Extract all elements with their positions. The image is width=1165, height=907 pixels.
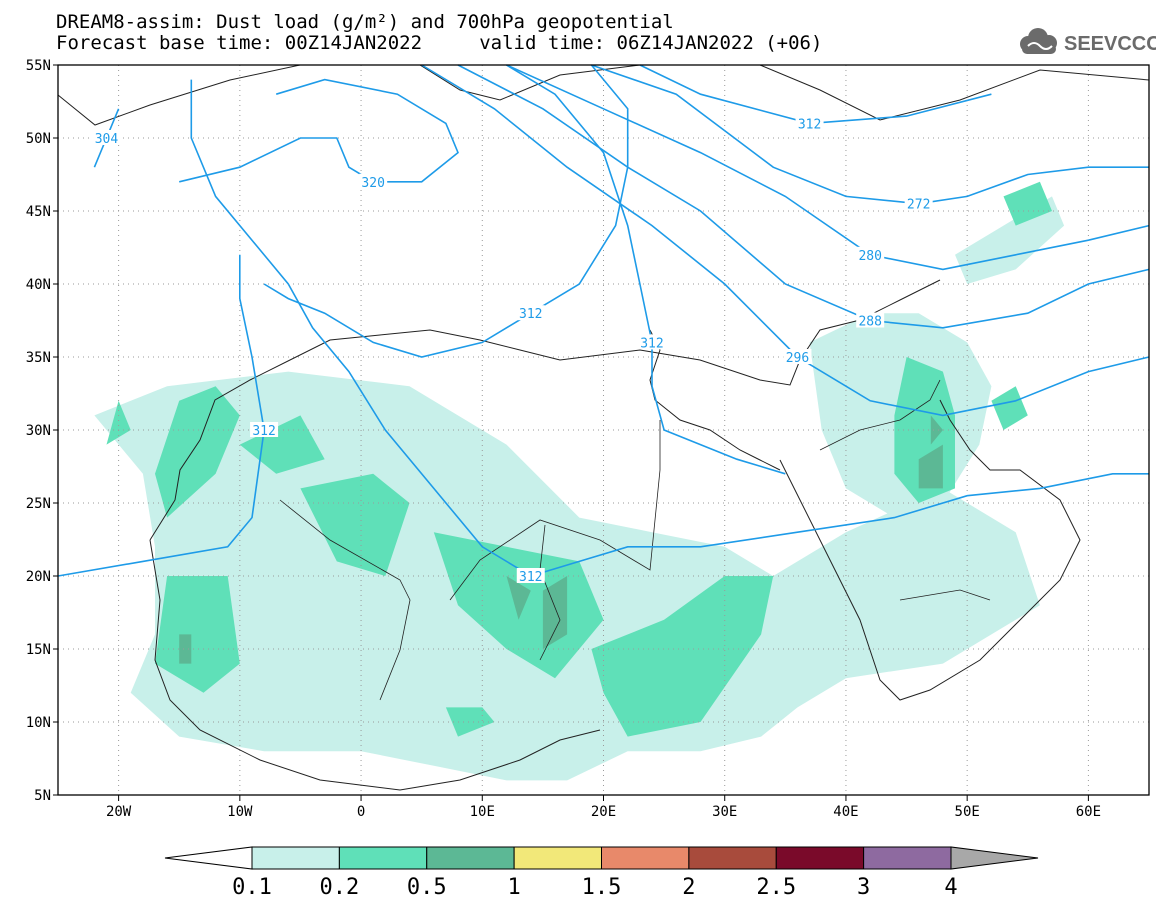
x-tick-label: 30E xyxy=(712,804,737,820)
y-tick-label: 35N xyxy=(26,350,51,366)
x-tick-label: 20E xyxy=(591,804,616,820)
colorbar-label: 3 xyxy=(857,875,870,900)
contour-label: 320 xyxy=(361,176,384,191)
y-tick-label: 40N xyxy=(26,277,51,293)
y-tick-label: 30N xyxy=(26,423,51,439)
colorbar-label: 4 xyxy=(944,875,957,900)
contour-label: 312 xyxy=(252,424,275,439)
x-tick-label: 10E xyxy=(470,804,495,820)
y-tick-label: 5N xyxy=(34,788,51,804)
x-tick-label: 50E xyxy=(955,804,980,820)
colorbar-label: 2 xyxy=(682,875,695,900)
colorbar-swatch xyxy=(339,847,426,869)
contour-label: 312 xyxy=(519,307,542,322)
colorbar-label: 1 xyxy=(508,875,521,900)
colorbar-swatch xyxy=(689,847,776,869)
colorbar-label: 2.5 xyxy=(756,875,796,900)
contour-label: 296 xyxy=(786,351,809,366)
seevccc-logo: SEEVCCC xyxy=(1016,24,1156,60)
x-tick-label: 10W xyxy=(227,804,253,820)
chart-title: DREAM8-assim: Dust load (g/m²) and 700hP… xyxy=(56,12,674,32)
y-tick-label: 10N xyxy=(26,715,51,731)
cloud-icon xyxy=(1020,28,1057,54)
colorbar: 0.1 0.2 0.5 1 1.5 2 2.5 3 4 xyxy=(165,847,1038,900)
contour-label: 312 xyxy=(519,570,542,585)
y-tick-label: 45N xyxy=(26,204,51,220)
contour-label: 312 xyxy=(640,336,663,351)
x-tick-label: 60E xyxy=(1076,804,1101,820)
x-tick-label: 40E xyxy=(833,804,858,820)
contour-label: 288 xyxy=(858,315,881,330)
colorbar-swatch xyxy=(252,847,339,869)
colorbar-label: 1.5 xyxy=(582,875,622,900)
colorbar-swatch xyxy=(427,847,514,869)
contour-label: 272 xyxy=(907,198,930,213)
y-tick-label: 55N xyxy=(26,58,51,74)
contour-label: 312 xyxy=(798,117,821,132)
colorbar-swatch xyxy=(776,847,863,869)
logo-text: SEEVCCC xyxy=(1064,33,1156,55)
y-tick-label: 25N xyxy=(26,496,51,512)
dust-region-16 xyxy=(179,634,191,663)
y-tick-label: 15N xyxy=(26,642,51,658)
y-tick-label: 20N xyxy=(26,569,51,585)
contour-label: 304 xyxy=(95,132,119,147)
y-tick-label: 50N xyxy=(26,131,51,147)
colorbar-swatch xyxy=(864,847,951,869)
colorbar-label: 0.1 xyxy=(232,875,272,900)
forecast-times: Forecast base time: 00Z14JAN2022 valid t… xyxy=(56,33,822,53)
colorbar-swatch xyxy=(514,847,601,869)
colorbar-label: 0.5 xyxy=(407,875,447,900)
contour-label: 280 xyxy=(858,249,881,264)
colorbar-label: 0.2 xyxy=(320,875,360,900)
x-tick-label: 0 xyxy=(357,804,365,820)
colorbar-swatch xyxy=(602,847,689,869)
x-tick-label: 20W xyxy=(106,804,132,820)
